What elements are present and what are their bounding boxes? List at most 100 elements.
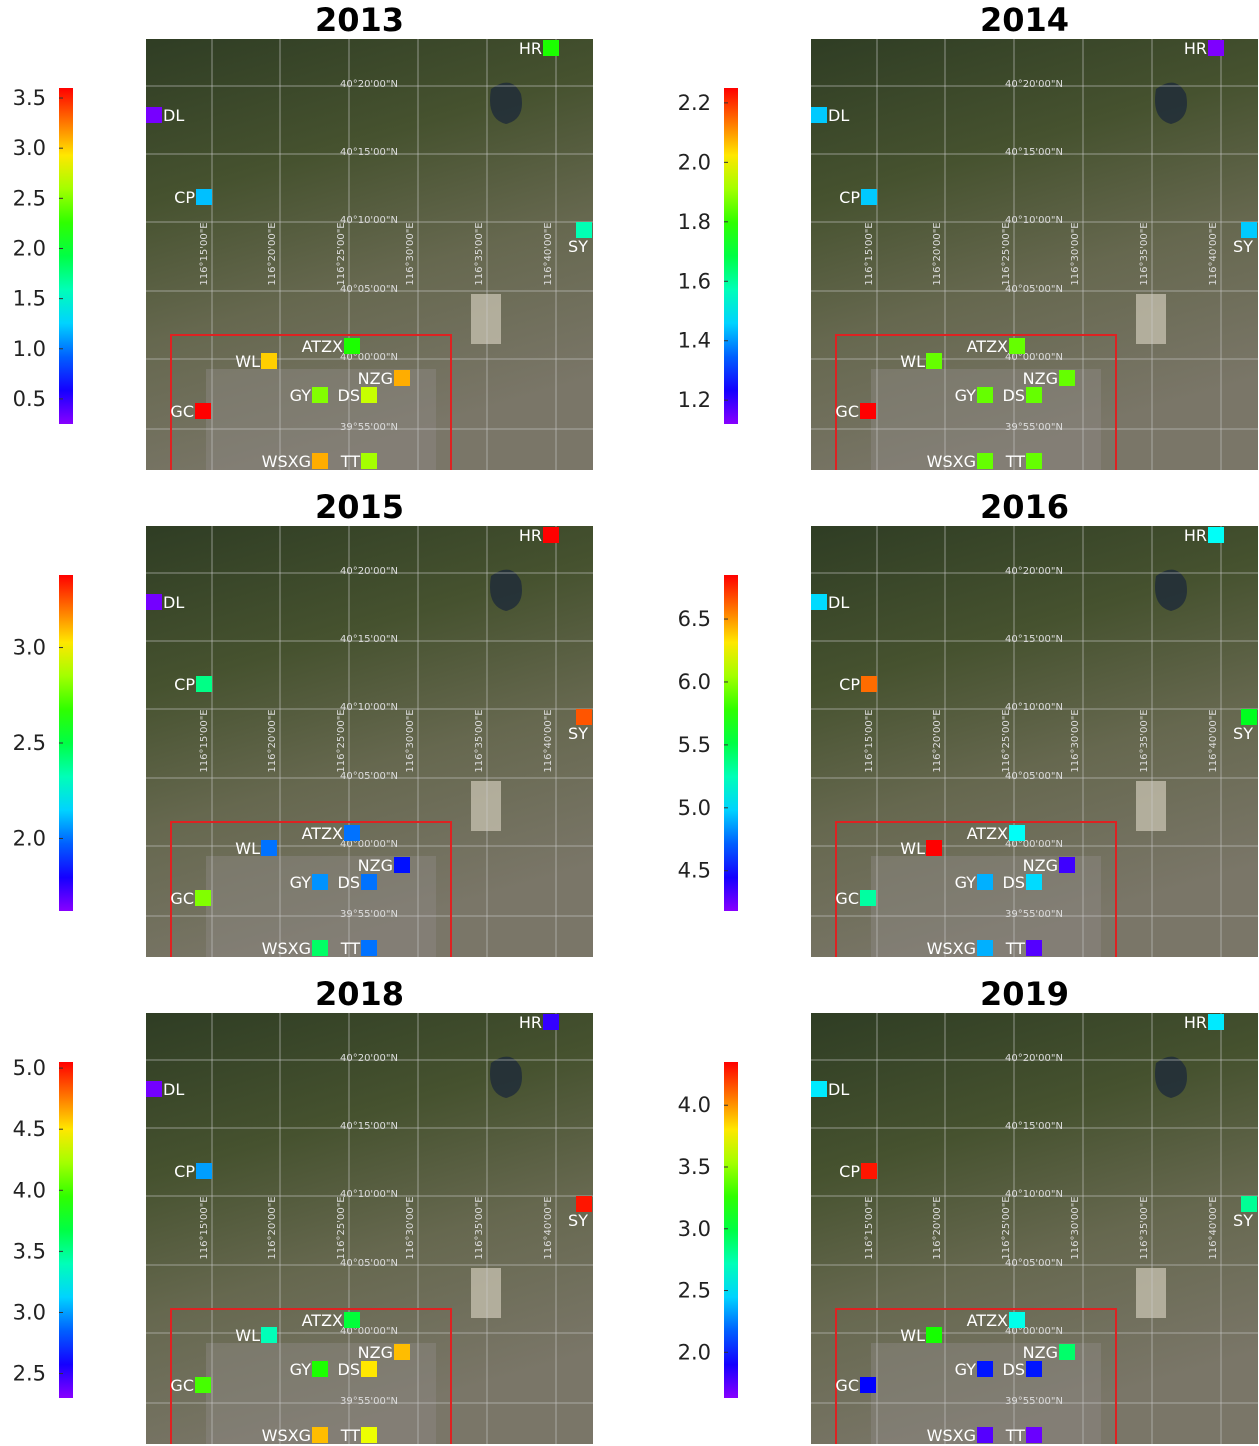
station-marker <box>1241 222 1257 238</box>
station-label: GC <box>835 402 859 421</box>
station-marker <box>860 1377 876 1393</box>
station-label: WSXG <box>927 1426 976 1445</box>
station-label: CP <box>839 188 860 207</box>
station-label: GC <box>170 402 194 421</box>
station-label: DS <box>1003 1360 1025 1379</box>
station-label: TT <box>1005 939 1025 958</box>
station-marker <box>394 857 410 873</box>
panel-title: 2013 <box>315 1 404 39</box>
station-marker <box>1026 1427 1042 1443</box>
colorbar-tick-label: 3.5 <box>678 1155 711 1179</box>
lat-label: 40°20'00"N <box>340 566 398 577</box>
station-label: GC <box>170 889 194 908</box>
airport <box>471 1268 501 1318</box>
station-marker <box>811 107 827 123</box>
station-label: DL <box>828 593 849 612</box>
panel-title: 2014 <box>980 1 1069 39</box>
station-marker <box>576 1196 592 1212</box>
colorbar-tick-label: 2.5 <box>13 731 46 755</box>
colorbar-tick-label: 1.8 <box>678 210 711 234</box>
panel: 2019116°15'00"E116°20'00"E116°25'00"E116… <box>678 975 1258 1445</box>
station-label: DS <box>1003 386 1025 405</box>
station-label: WSXG <box>927 452 976 471</box>
airport <box>471 294 501 344</box>
station-marker <box>361 453 377 469</box>
lat-label: 40°05'00"N <box>340 284 398 295</box>
lon-label: 116°20'00"E <box>932 709 943 772</box>
station-marker <box>361 1361 377 1377</box>
station-marker <box>1059 370 1075 386</box>
colorbar-tick-label: 3.0 <box>13 1300 46 1324</box>
colorbar <box>724 88 738 424</box>
station-marker <box>312 453 328 469</box>
station-marker <box>977 874 993 890</box>
colorbar-tick-label: 3.0 <box>13 136 46 160</box>
station-marker <box>344 338 360 354</box>
lon-label: 116°30'00"E <box>405 709 416 772</box>
colorbar-tick-label: 4.5 <box>678 859 711 883</box>
station-label: TT <box>1005 452 1025 471</box>
colorbar-tick-label: 1.0 <box>13 337 46 361</box>
colorbar-tick-label: 3.5 <box>13 86 46 110</box>
station-marker <box>196 1163 212 1179</box>
lon-label: 116°20'00"E <box>932 222 943 285</box>
station-label: ATZX <box>967 824 1008 843</box>
lat-label: 40°15'00"N <box>1005 147 1063 158</box>
station-marker <box>1009 825 1025 841</box>
colorbar-tick-label: 0.5 <box>13 387 46 411</box>
lon-label: 116°40'00"E <box>1208 709 1219 772</box>
lat-label: 40°20'00"N <box>1005 1053 1063 1064</box>
station-marker <box>926 840 942 856</box>
station-label: WL <box>900 352 925 371</box>
lon-label: 116°30'00"E <box>405 1196 416 1259</box>
colorbar-tick-label: 6.5 <box>678 607 711 631</box>
colorbar-tick-label: 6.0 <box>678 670 711 694</box>
lon-label: 116°20'00"E <box>267 1196 278 1259</box>
station-marker <box>394 1344 410 1360</box>
station-marker <box>977 453 993 469</box>
colorbar-tick-label: 2.5 <box>13 1362 46 1386</box>
station-marker <box>344 1312 360 1328</box>
station-label: DS <box>338 1360 360 1379</box>
lat-label: 39°55'00"N <box>340 909 398 920</box>
lat-label: 40°05'00"N <box>1005 284 1063 295</box>
lon-label: 116°20'00"E <box>267 222 278 285</box>
station-marker <box>361 1427 377 1443</box>
station-label: NZG <box>358 1343 393 1362</box>
station-marker <box>1026 940 1042 956</box>
panel: 2016116°15'00"E116°20'00"E116°25'00"E116… <box>678 488 1258 958</box>
station-marker <box>860 890 876 906</box>
station-marker <box>977 940 993 956</box>
station-label: CP <box>174 1162 195 1181</box>
station-marker <box>361 387 377 403</box>
colorbar-tick-label: 2.0 <box>678 150 711 174</box>
colorbar-tick-label: 5.0 <box>678 796 711 820</box>
lat-label: 40°20'00"N <box>1005 79 1063 90</box>
station-label: TT <box>340 939 360 958</box>
station-marker <box>312 1427 328 1443</box>
station-marker <box>1241 1196 1257 1212</box>
station-label: GY <box>290 386 312 405</box>
airport <box>1136 294 1166 344</box>
station-label: ATZX <box>302 824 343 843</box>
lon-label: 116°20'00"E <box>932 1196 943 1259</box>
station-marker <box>811 594 827 610</box>
station-label: DL <box>163 593 184 612</box>
station-marker <box>312 1361 328 1377</box>
station-label: NZG <box>1023 1343 1058 1362</box>
colorbar <box>724 1062 738 1398</box>
colorbar-tick-label: 4.0 <box>13 1178 46 1202</box>
lat-label: 40°10'00"N <box>340 215 398 226</box>
station-label: CP <box>174 675 195 694</box>
station-label: WL <box>900 839 925 858</box>
panel-title: 2016 <box>980 488 1069 526</box>
station-marker <box>312 940 328 956</box>
lon-label: 116°40'00"E <box>1208 222 1219 285</box>
lat-label: 40°20'00"N <box>340 79 398 90</box>
colorbar-tick-label: 2.2 <box>678 91 711 115</box>
station-label: GY <box>955 873 977 892</box>
station-label: SY <box>1233 724 1253 743</box>
station-marker <box>312 387 328 403</box>
